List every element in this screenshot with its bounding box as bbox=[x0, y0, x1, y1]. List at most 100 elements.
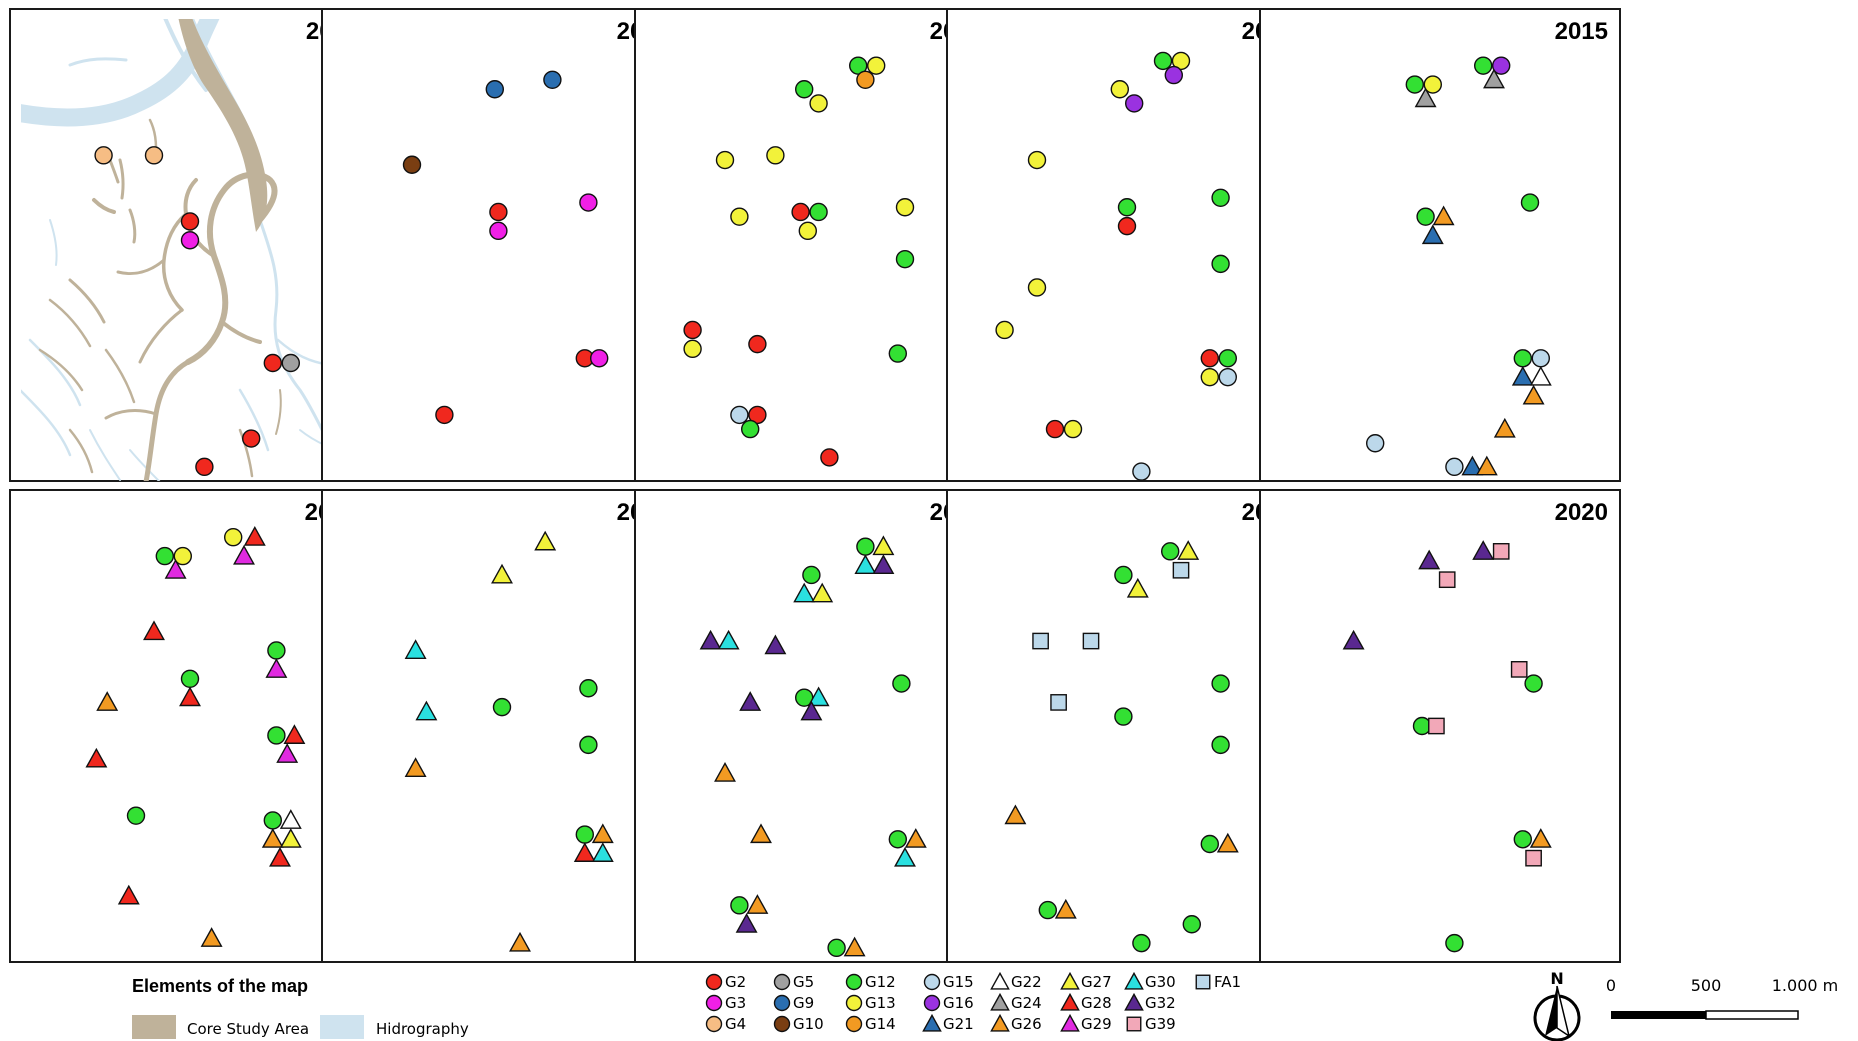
marker-g32 bbox=[764, 634, 787, 655]
marker-g3 bbox=[590, 349, 609, 368]
marker-g12 bbox=[575, 825, 594, 844]
legend-item-g14: G14 bbox=[845, 1015, 896, 1033]
marker-g15 bbox=[1531, 349, 1551, 368]
marker-g12 bbox=[1160, 542, 1180, 561]
marker-g12 bbox=[827, 938, 846, 958]
marker-g27 bbox=[1177, 540, 1200, 560]
legend-item-g12: G12 bbox=[845, 973, 896, 991]
legend-symbol-fa1 bbox=[1195, 974, 1211, 990]
marker-g12 bbox=[1038, 900, 1058, 920]
legend-label-g27: G27 bbox=[1081, 973, 1112, 991]
marker-g32 bbox=[872, 554, 895, 575]
marker-g12 bbox=[1445, 933, 1464, 953]
marker-g12 bbox=[888, 344, 907, 363]
marker-g30 bbox=[415, 700, 438, 721]
legend-symbol-g21 bbox=[922, 1013, 942, 1032]
marker-g12 bbox=[802, 565, 821, 585]
marker-g12 bbox=[267, 641, 286, 660]
marker-g21 bbox=[1461, 455, 1484, 476]
marker-g28 bbox=[243, 525, 266, 546]
legend-symbol-g4 bbox=[705, 1015, 723, 1033]
marker-g26 bbox=[261, 828, 284, 848]
marker-g30 bbox=[894, 846, 916, 867]
panel-frame bbox=[9, 489, 371, 963]
marker-g30 bbox=[404, 639, 427, 659]
legend-item-g22: G22 bbox=[990, 971, 1042, 991]
marker-g39 bbox=[1438, 571, 1456, 589]
marker-g24 bbox=[1483, 68, 1505, 89]
marker-g26 bbox=[1529, 828, 1552, 848]
marker-g26 bbox=[404, 757, 427, 777]
map-panel-2015: 2015 bbox=[1259, 8, 1621, 482]
year-panels: 2011201220132014 2015 2016201720182019 2020 bbox=[9, 8, 1621, 963]
scale-label-0: 0 bbox=[1606, 976, 1616, 995]
legend-symbol-g15 bbox=[923, 973, 941, 991]
marker-g12 bbox=[579, 679, 598, 698]
legend-item-g30: G30 bbox=[1124, 971, 1176, 991]
marker-g26 bbox=[200, 927, 223, 947]
marker-g9 bbox=[543, 70, 562, 90]
marker-g12 bbox=[1524, 674, 1543, 693]
marker-g2 bbox=[241, 429, 261, 448]
marker-fa1 bbox=[1172, 561, 1190, 579]
marker-g12 bbox=[155, 546, 175, 566]
marker-g3 bbox=[579, 193, 598, 212]
marker-g32 bbox=[699, 629, 722, 650]
marker-g13 bbox=[1027, 150, 1047, 170]
marker-g12 bbox=[180, 669, 200, 688]
marker-g32 bbox=[735, 913, 758, 933]
legend-label-g39: G39 bbox=[1145, 1015, 1176, 1033]
marker-g26 bbox=[843, 936, 866, 957]
legend-symbol-g29 bbox=[1060, 1013, 1080, 1032]
map-panel-2012: 2012 bbox=[321, 8, 683, 482]
marker-fa1 bbox=[1032, 632, 1049, 650]
marker-g15 bbox=[730, 405, 749, 425]
marker-g32 bbox=[739, 691, 762, 711]
map-panel-2011: 2011 bbox=[9, 8, 371, 482]
legend-symbol-g28 bbox=[1060, 992, 1080, 1011]
core-study-area-swatch bbox=[132, 1015, 176, 1039]
marker-g12 bbox=[892, 674, 911, 693]
marker-g14 bbox=[856, 70, 875, 90]
map-panel-2020: 2020 bbox=[1259, 489, 1621, 963]
legend-item-g24: G24 bbox=[990, 992, 1042, 1012]
scale-bar-white-segment bbox=[1705, 1010, 1799, 1020]
legend-label-g26: G26 bbox=[1011, 1015, 1042, 1033]
legend-symbol-g39 bbox=[1126, 1016, 1142, 1032]
legend-label-g14: G14 bbox=[865, 1015, 896, 1033]
marker-g12 bbox=[1211, 674, 1230, 693]
marker-g10 bbox=[402, 155, 422, 174]
panel-frame bbox=[634, 489, 996, 963]
marker-g13 bbox=[173, 546, 193, 566]
marker-g26 bbox=[509, 931, 531, 952]
marker-g2 bbox=[820, 448, 839, 467]
panel-frame bbox=[634, 8, 996, 482]
year-label: 2020 bbox=[1555, 499, 1608, 526]
legend-label-g5: G5 bbox=[793, 973, 814, 991]
marker-g29 bbox=[164, 559, 187, 579]
legend-title: Elements of the map bbox=[132, 976, 308, 996]
marker-g26 bbox=[714, 761, 736, 782]
hidrography-swatch bbox=[320, 1015, 364, 1039]
map-elements-legend: Elements of the map Core Study Area Hidr… bbox=[132, 976, 469, 1039]
marker-g12 bbox=[856, 537, 875, 556]
marker-g29 bbox=[265, 658, 288, 678]
legend-item-g27: G27 bbox=[1060, 971, 1112, 991]
marker-g15 bbox=[1445, 457, 1464, 477]
marker-g21 bbox=[1511, 365, 1534, 386]
marker-g12 bbox=[492, 697, 512, 717]
legend-symbol-g24 bbox=[990, 992, 1010, 1011]
legend-symbol-g27 bbox=[1060, 971, 1080, 990]
legend-item-g13: G13 bbox=[845, 994, 896, 1012]
marker-g30 bbox=[793, 582, 816, 603]
marker-g12 bbox=[1473, 56, 1493, 75]
marker-g12 bbox=[1132, 933, 1151, 953]
map-panel-2013: 2013 bbox=[634, 8, 996, 482]
marker-g3 bbox=[180, 231, 200, 250]
marker-g12 bbox=[1513, 349, 1533, 368]
legend-label-fa1: FA1 bbox=[1214, 973, 1241, 991]
marker-g5 bbox=[281, 353, 300, 373]
legend-label-g9: G9 bbox=[793, 994, 814, 1012]
marker-g12 bbox=[1405, 75, 1425, 94]
marker-g12 bbox=[1412, 716, 1432, 736]
